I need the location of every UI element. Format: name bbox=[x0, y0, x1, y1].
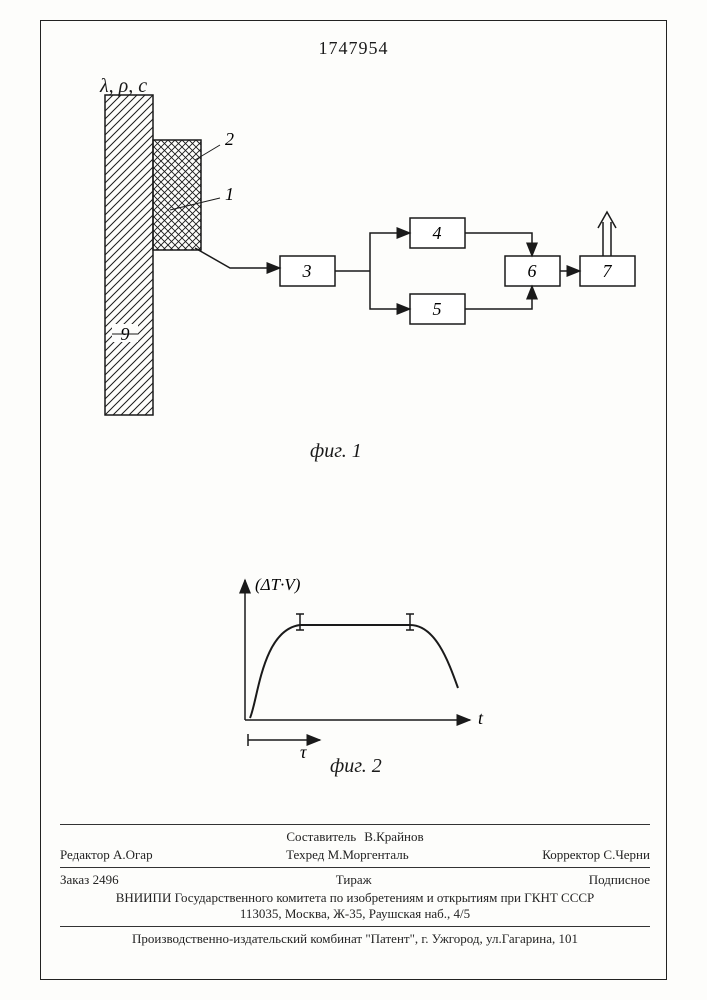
techred-name: М.Моргенталь bbox=[328, 847, 409, 862]
editor-name: А.Огар bbox=[113, 847, 153, 862]
order-number: 2496 bbox=[93, 872, 119, 887]
addr-line-1: 113035, Москва, Ж-35, Раушская наб., 4/5 bbox=[60, 906, 650, 922]
editor-label: Редактор bbox=[60, 847, 110, 862]
org-line-1: ВНИИПИ Государственного комитета по изоб… bbox=[60, 890, 650, 906]
podpisnoe-label: Подписное bbox=[589, 872, 650, 888]
corrector-cell: Корректор С.Черни bbox=[542, 847, 650, 863]
footer-block: Составитель В.Крайнов Редактор А.Огар Те… bbox=[60, 820, 650, 947]
fig2-y-label: (ΔT·V) bbox=[255, 575, 301, 594]
figure-2-caption: фиг. 2 bbox=[330, 755, 382, 778]
techred-cell: Техред М.Моргенталь bbox=[286, 847, 409, 863]
compiler-name: В.Крайнов bbox=[364, 829, 423, 845]
corrector-name: С.Черни bbox=[603, 847, 650, 862]
corrector-label: Корректор bbox=[542, 847, 600, 862]
techred-label: Техред bbox=[286, 847, 324, 862]
tirazh-label: Тираж bbox=[336, 872, 372, 888]
fig2-tau-label: τ bbox=[300, 742, 307, 762]
org-line-2: Производственно-издательский комбинат "П… bbox=[60, 931, 650, 947]
order-cell: Заказ 2496 bbox=[60, 872, 119, 888]
compiler-label: Составитель bbox=[286, 829, 356, 845]
editor-cell: Редактор А.Огар bbox=[60, 847, 153, 863]
order-label: Заказ bbox=[60, 872, 89, 887]
figure-2: (ΔT·V) t τ bbox=[0, 0, 707, 800]
fig2-x-label: t bbox=[478, 708, 484, 728]
